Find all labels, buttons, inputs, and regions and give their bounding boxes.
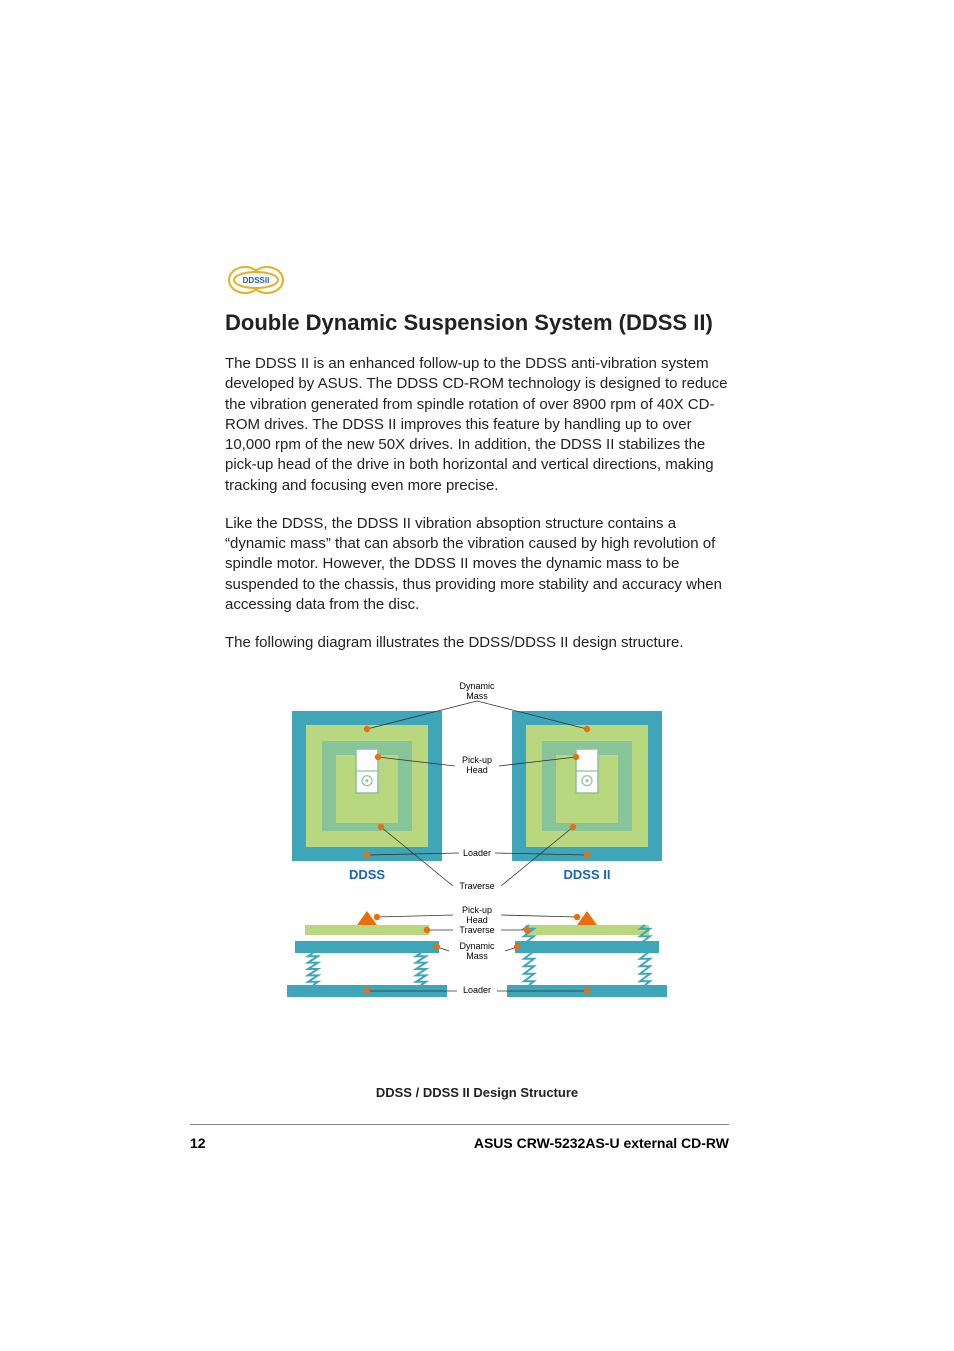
- paragraph-3: The following diagram illustrates the DD…: [225, 633, 729, 653]
- svg-text:DDSS II: DDSS II: [564, 867, 611, 882]
- svg-text:DynamicMass: DynamicMass: [459, 941, 495, 961]
- page-number: 12: [190, 1135, 206, 1151]
- svg-text:Traverse: Traverse: [459, 881, 494, 891]
- section-heading: Double Dynamic Suspension System (DDSS I…: [225, 310, 729, 336]
- diagram-caption: DDSS / DDSS II Design Structure: [225, 1085, 729, 1100]
- ddss-diagram: DynamicMass Pick-upHead Loader Traverse DDSS…: [225, 671, 729, 1071]
- paragraph-2: Like the DDSS, the DDSS II vibration abs…: [225, 514, 729, 615]
- badge-label: DDSSII: [243, 276, 270, 285]
- ddss2-badge-icon: DDSSII: [225, 265, 729, 300]
- paragraph-1: The DDSS II is an enhanced follow-up to …: [225, 354, 729, 496]
- page-footer: 12 ASUS CRW-5232AS-U external CD-RW: [190, 1124, 729, 1151]
- svg-text:Loader: Loader: [463, 848, 491, 858]
- doc-title: ASUS CRW-5232AS-U external CD-RW: [474, 1135, 729, 1151]
- svg-text:Pick-upHead: Pick-upHead: [462, 905, 492, 925]
- svg-text:DDSS: DDSS: [349, 867, 385, 882]
- svg-text:DynamicMass: DynamicMass: [459, 681, 495, 701]
- svg-text:Pick-upHead: Pick-upHead: [462, 755, 492, 775]
- svg-text:Loader: Loader: [463, 985, 491, 995]
- svg-text:Traverse: Traverse: [459, 925, 494, 935]
